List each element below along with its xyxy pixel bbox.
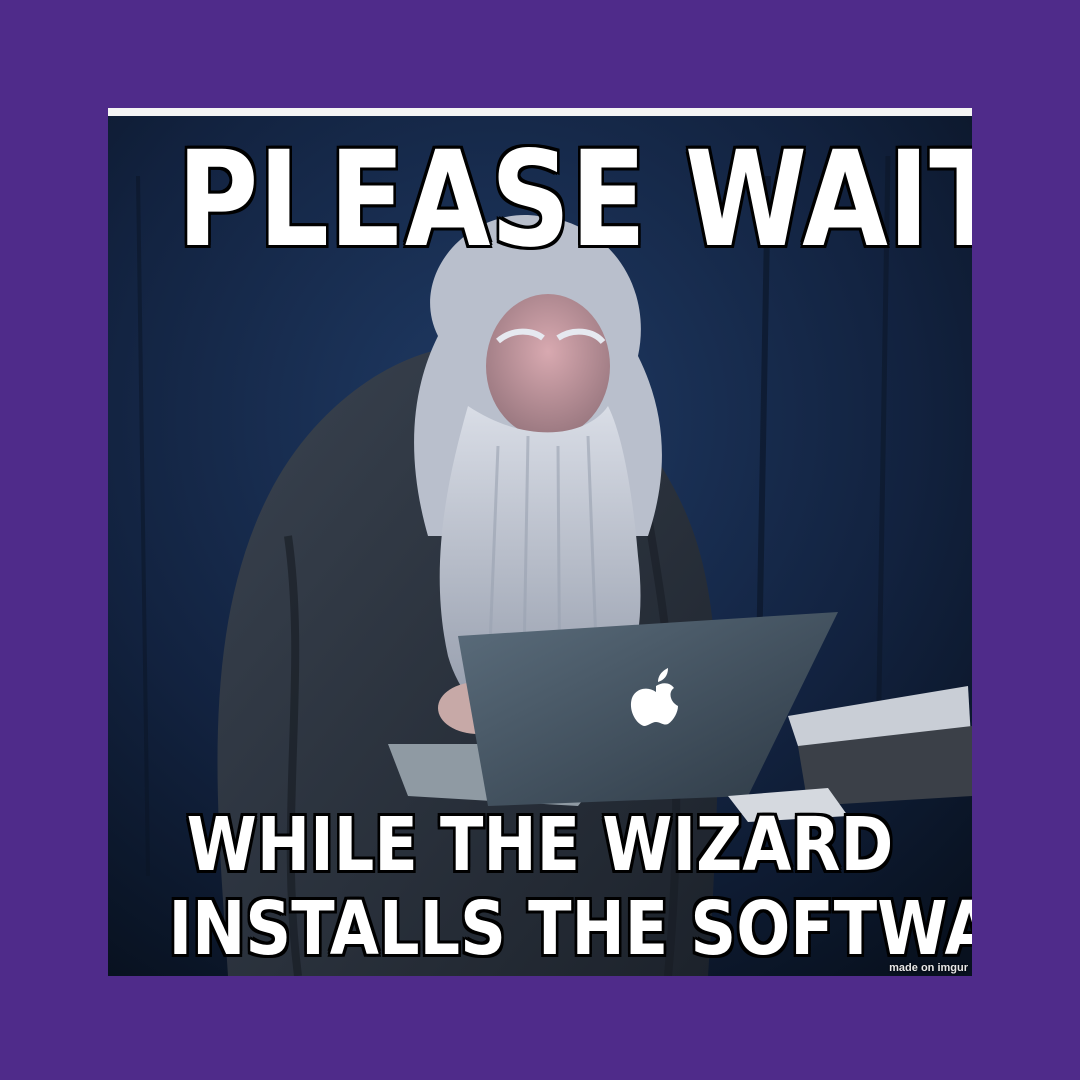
top-white-strip bbox=[108, 108, 972, 116]
bottom-caption: WHILE THE WIZARD INSTALLS THE SOFTWARE bbox=[168, 802, 972, 976]
meme-image: PLEASE WAIT WHILE THE WIZARD INSTALLS TH… bbox=[108, 108, 972, 976]
imgur-watermark: made on imgur bbox=[889, 962, 968, 974]
top-caption: PLEASE WAIT bbox=[177, 123, 972, 277]
bottom-caption-line-1: WHILE THE WIZARD bbox=[186, 802, 894, 888]
bottom-caption-line-2: INSTALLS THE SOFTWARE bbox=[168, 886, 972, 972]
apple-logo-icon bbox=[630, 668, 678, 726]
wizard-scene-illustration bbox=[108, 116, 972, 976]
